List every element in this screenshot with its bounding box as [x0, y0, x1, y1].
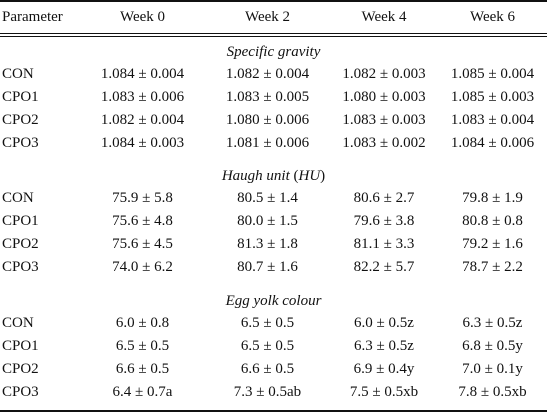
table-cell: 1.081 ± 0.006	[225, 135, 310, 151]
table-cell: 79.6 ± 3.8	[353, 213, 415, 229]
row-label: CPO1	[2, 213, 39, 229]
table-header-row: Parameter Week 0 Week 2 Week 4 Week 6	[0, 6, 547, 28]
table-cell: 6.8 ± 0.5y	[462, 338, 523, 354]
table-cell: 6.6 ± 0.5	[240, 361, 295, 377]
table-row: CPO2 1.082 ± 0.004 1.080 ± 0.006 1.083 ±…	[0, 109, 547, 131]
section-title-paren-close: )	[320, 168, 326, 184]
table-cell: 1.083 ± 0.003	[342, 112, 426, 128]
table-cell: 79.8 ± 1.9	[462, 190, 523, 206]
table-cell: 6.5 ± 0.5	[240, 338, 295, 354]
table-row: CON 75.9 ± 5.8 80.5 ± 1.4 80.6 ± 2.7 79.…	[0, 187, 547, 209]
table-cell: 6.3 ± 0.5z	[462, 315, 523, 331]
table-cell: 7.3 ± 0.5ab	[233, 384, 302, 400]
table-row: CON 6.0 ± 0.8 6.5 ± 0.5 6.0 ± 0.5z 6.3 ±…	[0, 312, 547, 334]
section-title-specific-gravity: Specific gravity	[226, 44, 321, 60]
section-title-paren-open: (	[289, 168, 299, 184]
row-label: CPO2	[2, 112, 39, 128]
table-cell: 1.082 ± 0.003	[342, 66, 426, 82]
table-cell: 1.083 ± 0.002	[342, 135, 426, 151]
table-cell: 1.084 ± 0.004	[100, 66, 185, 82]
table-cell: 75.9 ± 5.8	[112, 190, 173, 206]
table-row: CPO3 1.084 ± 0.003 1.081 ± 0.006 1.083 ±…	[0, 132, 547, 154]
table-cell: 1.084 ± 0.003	[100, 135, 185, 151]
row-label: CPO2	[2, 236, 39, 252]
row-label: CON	[2, 315, 34, 331]
table-row: CPO3 6.4 ± 0.7a 7.3 ± 0.5ab 7.5 ± 0.5xb …	[0, 381, 547, 403]
section-title-haugh-unit: Haugh unit (HU)	[0, 165, 547, 187]
table-cell: 1.084 ± 0.006	[450, 135, 535, 151]
table-cell: 1.085 ± 0.003	[450, 89, 535, 105]
table-cell: 75.6 ± 4.5	[112, 236, 173, 252]
table-cell: 6.9 ± 0.4y	[353, 361, 415, 377]
table-cell: 6.5 ± 0.5	[115, 338, 170, 354]
table-top-rule	[0, 0, 547, 2]
table-cell: 6.0 ± 0.5z	[354, 315, 414, 331]
table-row: CPO1 75.6 ± 4.8 80.0 ± 1.5 79.6 ± 3.8 80…	[0, 210, 547, 232]
section-title-text: Haugh unit	[221, 168, 290, 184]
table-row: CPO1 6.5 ± 0.5 6.5 ± 0.5 6.3 ± 0.5z 6.8 …	[0, 335, 547, 357]
table-cell: 6.3 ± 0.5z	[354, 338, 414, 354]
table-cell: 78.7 ± 2.2	[462, 259, 523, 275]
table-cell: 7.8 ± 0.5xb	[458, 384, 527, 400]
table-cell: 81.3 ± 1.8	[237, 236, 298, 252]
table-cell: 80.5 ± 1.4	[237, 190, 298, 206]
table-bottom-rule	[0, 410, 547, 412]
table-cell: 1.080 ± 0.006	[225, 112, 310, 128]
table-cell: 80.7 ± 1.6	[237, 259, 298, 275]
row-label: CPO1	[2, 89, 39, 105]
row-label: CPO2	[2, 361, 39, 377]
table-row: CPO3 74.0 ± 6.2 80.7 ± 1.6 82.2 ± 5.7 78…	[0, 256, 547, 278]
table-cell: 81.1 ± 3.3	[353, 236, 415, 252]
table-row: CON 1.084 ± 0.004 1.082 ± 0.004 1.082 ± …	[0, 63, 547, 85]
table-cell: 79.2 ± 1.6	[462, 236, 523, 252]
header-rule-lower	[0, 36, 547, 37]
row-label: CPO1	[2, 338, 39, 354]
header-parameter: Parameter	[2, 9, 63, 25]
table-cell: 75.6 ± 4.8	[112, 213, 173, 229]
table-row: CPO2 75.6 ± 4.5 81.3 ± 1.8 81.1 ± 3.3 79…	[0, 233, 547, 255]
table-cell: 82.2 ± 5.7	[353, 259, 415, 275]
table-cell: 6.4 ± 0.7a	[112, 384, 173, 400]
row-label: CPO3	[2, 384, 39, 400]
table-cell: 1.085 ± 0.004	[450, 66, 535, 82]
table-cell: 1.083 ± 0.004	[450, 112, 535, 128]
row-label: CON	[2, 66, 34, 82]
header-week-0: Week 0	[119, 9, 166, 25]
header-week-6: Week 6	[469, 9, 516, 25]
header-week-4: Week 4	[361, 9, 407, 25]
table-cell: 1.080 ± 0.003	[342, 89, 426, 105]
table-cell: 1.082 ± 0.004	[100, 112, 185, 128]
section-title-egg-yolk-colour: Egg yolk colour	[225, 293, 322, 309]
table-cell: 80.0 ± 1.5	[237, 213, 298, 229]
row-label: CPO3	[2, 259, 39, 275]
table-cell: 80.8 ± 0.8	[462, 213, 523, 229]
table-cell: 6.5 ± 0.5	[240, 315, 295, 331]
row-label: CPO3	[2, 135, 39, 151]
table-row: CPO1 1.083 ± 0.006 1.083 ± 0.005 1.080 ±…	[0, 86, 547, 108]
table-cell: 7.5 ± 0.5xb	[349, 384, 419, 400]
table-cell: 1.083 ± 0.005	[225, 89, 310, 105]
table-cell: 1.083 ± 0.006	[100, 89, 185, 105]
table-cell: 6.6 ± 0.5	[115, 361, 170, 377]
header-rule-upper	[0, 33, 547, 34]
table-cell: 6.0 ± 0.8	[115, 315, 170, 331]
row-label: CON	[2, 190, 34, 206]
header-week-2: Week 2	[244, 9, 291, 25]
table-cell: 74.0 ± 6.2	[112, 259, 173, 275]
section-title-abbrev: HU	[298, 168, 321, 184]
table-row: CPO2 6.6 ± 0.5 6.6 ± 0.5 6.9 ± 0.4y 7.0 …	[0, 358, 547, 380]
table-cell: 7.0 ± 0.1y	[462, 361, 523, 377]
table-cell: 80.6 ± 2.7	[353, 190, 415, 206]
table-cell: 1.082 ± 0.004	[225, 66, 310, 82]
